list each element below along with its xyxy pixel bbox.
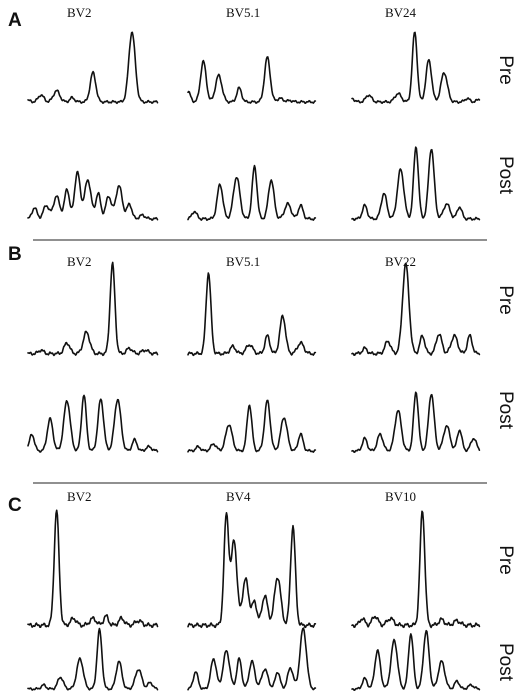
spectratype-trace (187, 164, 317, 221)
spectratype-trace (351, 262, 481, 356)
column-label: BV22 (385, 254, 416, 269)
row-label-post: Post (495, 391, 516, 430)
spectratype-trace (351, 31, 481, 104)
row-label-pre: Pre (495, 285, 516, 315)
spectratype-trace (351, 510, 481, 629)
spectratype-trace (27, 170, 159, 221)
row-label-pre: Pre (495, 545, 516, 575)
column-label: BV5.1 (226, 5, 260, 20)
column-label: BV4 (226, 489, 251, 504)
spectratype-trace (351, 391, 481, 453)
spectratype-trace (187, 272, 317, 357)
panel-letter-c: C (8, 495, 22, 516)
spectratype-trace (27, 627, 159, 691)
spectratype-trace (187, 399, 317, 453)
column-label: BV24 (385, 5, 417, 20)
column-label: BV2 (67, 5, 92, 20)
spectratype-trace (187, 511, 317, 629)
column-label: BV10 (385, 489, 416, 504)
spectratype-trace (27, 31, 159, 105)
spectratype-trace (351, 146, 481, 221)
column-label: BV2 (67, 254, 92, 269)
row-label-pre: Pre (495, 55, 516, 85)
panel-letter-b: B (8, 244, 22, 265)
spectratype-trace (27, 261, 159, 357)
column-label: BV2 (67, 489, 92, 504)
column-label: BV5.1 (226, 254, 260, 269)
spectratype-trace (187, 627, 317, 691)
spectratype-trace (351, 629, 481, 691)
spectratype-trace (27, 509, 159, 628)
panel-letter-a: A (8, 10, 22, 31)
spectratype-trace (187, 56, 317, 104)
spectratype-trace (27, 394, 159, 453)
row-label-post: Post (495, 156, 516, 195)
row-label-post: Post (495, 643, 516, 682)
